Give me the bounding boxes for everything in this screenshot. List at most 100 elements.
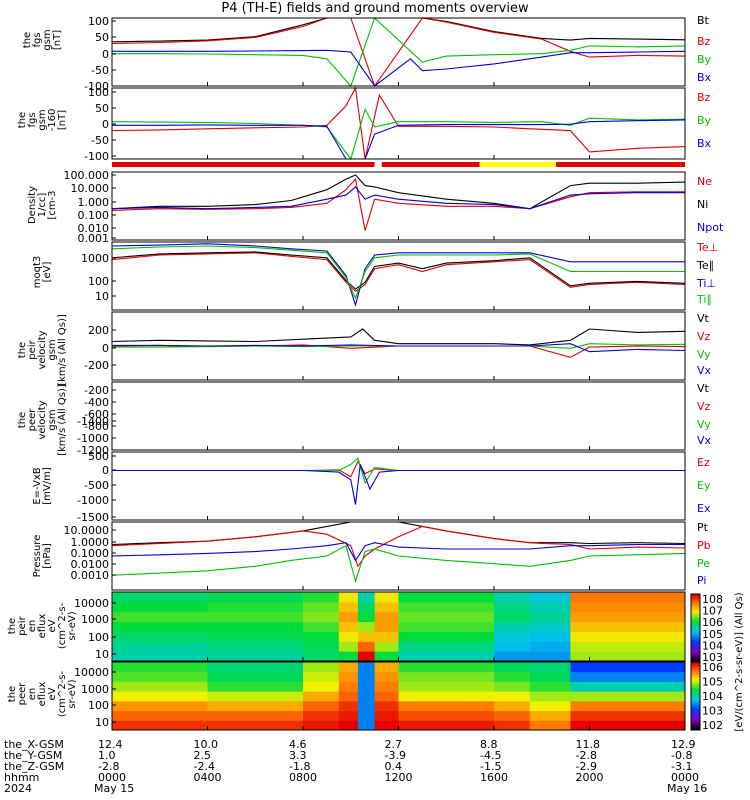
heat-cell-peir_eflux-3-2 (303, 621, 340, 632)
y-tick-label: 0.1000 (71, 547, 110, 560)
heat-cell-peer_eflux-4-2 (303, 681, 340, 692)
heat-cell-peir_eflux-5-6 (398, 601, 495, 613)
heat-cell-peir_eflux-2-2 (303, 631, 340, 642)
legend-peer_velocity-1: Vz (697, 400, 711, 413)
colorbar-swatch (691, 721, 700, 724)
heat-cell-peir_eflux-4-5 (374, 611, 399, 623)
heat-cell-peir_eflux-2-1 (207, 631, 304, 642)
y-tick-label: 0 (102, 464, 109, 477)
colorbar-swatch (691, 612, 700, 615)
colorbar-swatch (691, 719, 700, 722)
colorbar-swatch (691, 621, 700, 624)
heat-cell-peer_eflux-3-1 (207, 691, 304, 702)
heat-cell-peer_eflux-0-5 (374, 720, 399, 731)
footer-value: 11.8 (575, 738, 601, 751)
heat-cell-peer_eflux-3-7 (494, 691, 531, 702)
heat-cell-peer_eflux-0-10 (589, 720, 686, 731)
y-axis-label-line: the (17, 412, 28, 428)
colorbar-swatch (691, 662, 700, 665)
panel-fgs_gsm: 100 50 0 -50 -100 the fgs gsm [nT] Bt Bz By Bx (22, 14, 712, 93)
legend-pressure-1: Pb (697, 539, 711, 552)
heat-cell-peir_eflux-6-9 (570, 592, 590, 603)
y-tick-label: -1500 (77, 511, 109, 524)
heat-cell-peer_eflux-6-0 (112, 662, 208, 673)
colorbar-swatch (691, 650, 700, 653)
heat-cell-peer_eflux-6-5 (374, 662, 399, 673)
footer-value: 0000 (671, 771, 699, 784)
y-axis-label-line: velocity (37, 400, 48, 439)
heat-cell-peir_eflux-5-0 (112, 601, 208, 613)
series-peir_velocity-Vt (111, 328, 686, 346)
heat-cell-peir_eflux-0-10 (589, 651, 686, 662)
footer-value: -1.8 (289, 760, 311, 773)
y-axis-label-pressure: Pressure [nPa] (32, 535, 53, 578)
y-axis-label-line: gsm (37, 109, 48, 130)
heat-cell-peir_eflux-3-0 (112, 621, 208, 632)
colorbar-label: [eV/(cm^2-s-sr-eV)] (All Qs) (734, 592, 745, 731)
legend-pressure-3: Pi (697, 574, 706, 587)
colorbar-tick-label: 107 (702, 605, 723, 618)
y-axis-label-line: the (7, 618, 18, 634)
y-axis-label-line: sr-eV) (67, 679, 78, 708)
y-axis-label-line: 1/cc] (37, 193, 48, 218)
heat-cell-peer_eflux-4-8 (529, 681, 571, 692)
heat-cell-peer_eflux-5-3 (338, 671, 359, 682)
colorbar-swatch (691, 728, 700, 731)
y-tick-label: -1000 (77, 494, 109, 507)
colorbar-swatch (691, 624, 700, 627)
footer-value: 2000 (575, 771, 604, 784)
legend-density-2: Npot (697, 221, 724, 234)
heat-cell-peer_eflux-2-5 (374, 700, 399, 712)
y-tick-label: 10 (95, 290, 109, 303)
series-temperature-Te⊥ (111, 252, 686, 293)
heat-cell-peir_eflux-6-5 (374, 592, 399, 603)
footer-value: 0000 (98, 771, 126, 784)
colorbar-swatch (691, 713, 700, 716)
colorbar-swatch (691, 646, 700, 649)
legend-peir_velocity-3: Vx (697, 364, 712, 377)
y-tick-label: 0.010 (78, 222, 110, 235)
heat-cell-peir_eflux-6-7 (494, 592, 531, 603)
heat-cell-peer_eflux-3-5 (374, 691, 399, 702)
y-tick-label: 100 (88, 86, 109, 99)
y-axis-label-line: peer (17, 682, 28, 706)
y-axis-label-line: the (17, 112, 28, 128)
colorbar-swatch (691, 675, 700, 678)
series-efield-Ez (112, 460, 685, 478)
series-density-Npot (111, 186, 685, 210)
series-pressure-Pi (111, 542, 685, 562)
colorbar-swatch (691, 704, 700, 707)
heat-cell-peer_eflux-4-5 (374, 681, 399, 692)
colorbar-swatch (691, 694, 700, 697)
y-axis-label-line: [nT] (57, 110, 68, 130)
heat-cell-peer_eflux-5-9 (570, 671, 590, 682)
colorbar-swatch (691, 723, 700, 726)
series-temperature-Ti⊥ (111, 243, 685, 307)
colorbar-swatch (691, 701, 700, 704)
colorbar-swatch (691, 622, 700, 626)
y-axis-label-line: (cm^2-s- (57, 670, 68, 717)
legend-efield-1: Ey (697, 479, 711, 492)
footer-value: 10.0 (193, 738, 219, 751)
heat-cell-peir_eflux-1-1 (207, 641, 304, 652)
heat-cell-peir_eflux-2-7 (494, 631, 531, 642)
y-tick-label: 50 (95, 31, 109, 44)
heat-cell-peer_eflux-6-7 (494, 662, 531, 673)
footer-value: 2.7 (384, 738, 403, 751)
heat-cell-peer_eflux-2-4 (357, 700, 376, 712)
instrument-mode-bar (374, 162, 382, 167)
footer-value: 8.8 (480, 738, 498, 751)
series-temperature-Ti∥ (111, 245, 685, 300)
y-axis-label-line: eV (47, 619, 58, 632)
heat-cell-peir_eflux-0-6 (398, 651, 495, 662)
footer-value: -0.8 (671, 749, 693, 762)
colorbar-swatch (691, 607, 700, 610)
y-axis-label-line: sr-eV) (67, 611, 78, 640)
colorbar-swatch (691, 605, 700, 609)
y-tick-label: -400 (84, 396, 109, 409)
heat-cell-peer_eflux-2-3 (338, 700, 359, 712)
footer-value: 3.3 (289, 749, 307, 762)
colorbar-swatch (691, 724, 700, 728)
colorbar-swatch (691, 660, 700, 663)
